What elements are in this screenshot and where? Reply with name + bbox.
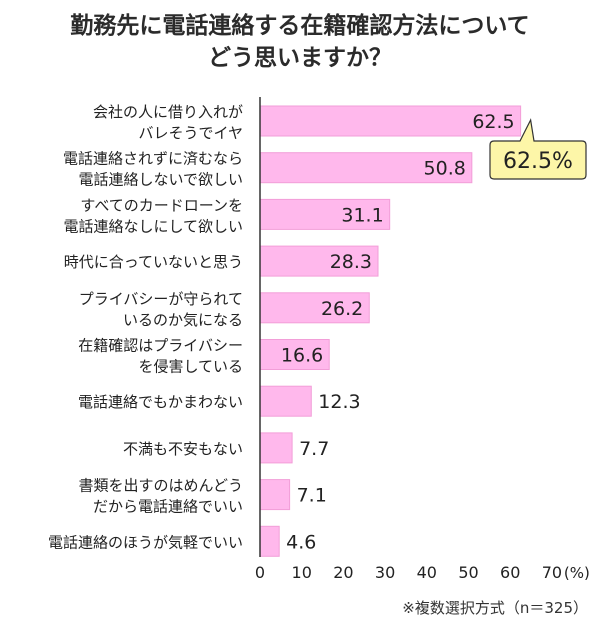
category-label: 電話連絡でもかまわない <box>78 393 243 411</box>
x-tick-label: 60 <box>500 563 520 582</box>
bar <box>259 432 293 464</box>
bar <box>259 479 291 511</box>
title-line-1: 勤務先に電話連絡する在籍確認方法について <box>70 13 530 39</box>
data-label: 16.6 <box>281 345 323 367</box>
data-label: 7.7 <box>299 438 329 460</box>
category-label: 電話連絡されずに済むなら <box>63 150 243 168</box>
title-line-2: どう思いますか？ <box>208 45 392 71</box>
bar <box>259 385 312 417</box>
bar <box>259 525 280 557</box>
bar <box>259 339 330 370</box>
category-label: すべてのカードローンを <box>80 196 243 214</box>
x-tick-label: 70 <box>542 563 562 582</box>
category-label: プライバシーが守られて <box>79 290 243 308</box>
category-label: 電話連絡のほうが気軽でいい <box>48 533 243 551</box>
x-tick-label: 30 <box>375 563 395 582</box>
data-label: 7.1 <box>297 485 327 507</box>
data-label: 50.8 <box>424 158 466 180</box>
category-label: だから電話連絡でいい <box>93 498 243 516</box>
category-label: 電話連絡なしにして欲しい <box>63 217 243 235</box>
data-label: 31.1 <box>341 204 383 226</box>
x-tick-label: 10 <box>292 563 312 582</box>
bar <box>259 245 379 277</box>
footnote: ※複数選択方式（n＝325） <box>402 599 588 617</box>
data-label: 28.3 <box>330 251 372 273</box>
data-label: 62.5 <box>472 111 514 133</box>
x-tick-label: 20 <box>333 563 353 582</box>
category-label: 時代に合っていないと思う <box>64 253 243 271</box>
x-unit-label: (%) <box>564 564 590 582</box>
data-label: 4.6 <box>286 531 316 553</box>
category-label: を侵害している <box>138 358 243 376</box>
callout-bubble <box>489 118 587 180</box>
category-label: 電話連絡しないで欲しい <box>78 171 243 189</box>
x-tick-label: 50 <box>458 563 478 582</box>
bar <box>259 292 370 324</box>
data-label: 12.3 <box>318 391 360 413</box>
category-label: 書類を出すのはめんどう <box>78 477 243 495</box>
x-tick-label: 0 <box>255 563 265 582</box>
bar <box>259 105 522 137</box>
category-label: 在籍確認はプライバシー <box>78 337 243 355</box>
category-label: 会社の人に借り入れが <box>93 103 243 121</box>
category-label: いるのか気になる <box>123 311 243 329</box>
x-tick-label: 40 <box>417 563 437 582</box>
data-label: 26.2 <box>321 298 363 320</box>
bar <box>259 198 391 230</box>
category-label: 不満も不安もない <box>123 440 243 458</box>
chart-title: 勤務先に電話連絡する在籍確認方法について どう思いますか？ <box>0 10 600 74</box>
category-label: バレそうでイヤ <box>138 124 243 142</box>
callout-text: 62.5% <box>503 149 573 174</box>
